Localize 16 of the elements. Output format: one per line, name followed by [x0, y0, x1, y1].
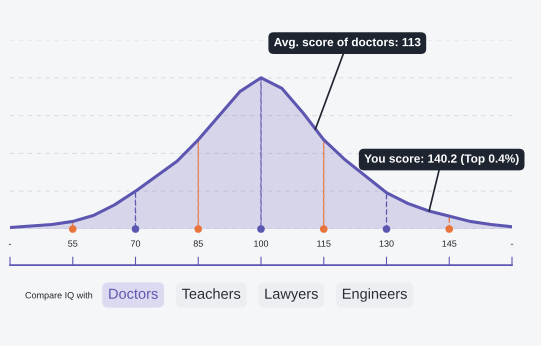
text: Teachers — [182, 288, 240, 299]
text: Lawyers — [265, 288, 318, 302]
annotation: You score: 140.2 (Top 0.4%) — [364, 154, 519, 166]
x-tick-label: 100 — [254, 240, 268, 247]
x-tick-label: - — [8, 244, 12, 245]
text: Compare IQ with — [25, 292, 92, 300]
x-tick-label: - — [510, 244, 514, 245]
x-tick-label: 145 — [442, 240, 456, 247]
x-tick-label: 55 — [68, 240, 78, 247]
x-tick-label: 130 — [380, 240, 394, 247]
x-tick-label: 70 — [130, 240, 140, 247]
text: Doctors — [109, 288, 158, 299]
text: Engineers — [342, 288, 407, 302]
x-tick-label: 115 — [317, 240, 331, 247]
x-tick-label: 85 — [194, 240, 203, 247]
annotation: Avg. score of doctors: 113 — [274, 38, 420, 49]
